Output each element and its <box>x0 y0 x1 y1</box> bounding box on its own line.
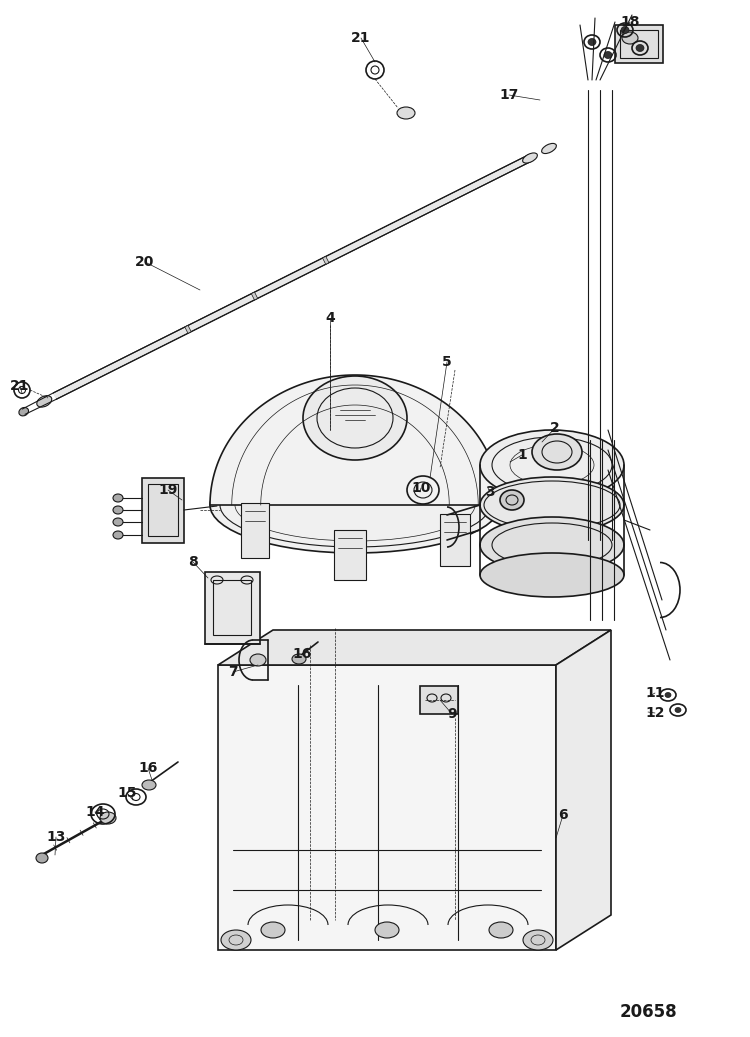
Text: 12: 12 <box>645 706 664 720</box>
Polygon shape <box>184 326 191 333</box>
Polygon shape <box>322 256 329 264</box>
Bar <box>213 580 251 635</box>
Text: 10: 10 <box>411 481 430 495</box>
Ellipse shape <box>622 32 638 44</box>
Ellipse shape <box>36 853 48 863</box>
Bar <box>615 25 663 63</box>
Text: 17: 17 <box>500 88 519 102</box>
Text: 14: 14 <box>86 805 105 819</box>
Text: 19: 19 <box>158 483 178 497</box>
Ellipse shape <box>261 922 285 938</box>
Ellipse shape <box>500 491 524 510</box>
Ellipse shape <box>375 922 399 938</box>
Text: 5: 5 <box>442 355 452 369</box>
Ellipse shape <box>480 430 624 500</box>
Text: 21: 21 <box>10 379 30 393</box>
Ellipse shape <box>19 408 28 416</box>
Ellipse shape <box>675 707 681 712</box>
Polygon shape <box>218 665 556 950</box>
Polygon shape <box>251 292 258 300</box>
Text: 2: 2 <box>550 421 560 435</box>
Ellipse shape <box>221 930 251 950</box>
Ellipse shape <box>113 506 123 514</box>
Polygon shape <box>218 630 611 665</box>
Text: 9: 9 <box>447 707 457 721</box>
Text: 20658: 20658 <box>620 1003 678 1021</box>
Ellipse shape <box>588 38 596 46</box>
Ellipse shape <box>665 693 671 698</box>
Ellipse shape <box>303 376 407 460</box>
Bar <box>620 30 658 58</box>
Ellipse shape <box>523 152 537 163</box>
Ellipse shape <box>397 107 415 119</box>
Bar <box>420 686 458 714</box>
Ellipse shape <box>113 518 123 526</box>
Text: 7: 7 <box>228 665 238 679</box>
Text: 16: 16 <box>138 761 158 775</box>
Ellipse shape <box>292 654 306 664</box>
Text: 11: 11 <box>645 686 664 700</box>
Bar <box>205 572 260 644</box>
Text: 3: 3 <box>485 485 495 499</box>
Bar <box>440 514 470 566</box>
Ellipse shape <box>113 531 123 539</box>
Text: 13: 13 <box>46 830 66 844</box>
Text: 15: 15 <box>117 786 136 800</box>
Text: 4: 4 <box>326 311 334 325</box>
Ellipse shape <box>523 930 553 950</box>
Text: 1: 1 <box>518 448 526 463</box>
Text: 6: 6 <box>558 808 568 822</box>
Ellipse shape <box>621 27 629 33</box>
Ellipse shape <box>113 494 123 502</box>
Polygon shape <box>53 155 532 399</box>
Ellipse shape <box>532 435 582 470</box>
Text: 21: 21 <box>351 31 370 45</box>
Ellipse shape <box>542 143 556 153</box>
Ellipse shape <box>480 477 624 533</box>
Ellipse shape <box>489 922 513 938</box>
Text: 18: 18 <box>620 15 640 29</box>
Ellipse shape <box>142 780 156 790</box>
Ellipse shape <box>100 812 116 824</box>
Text: 8: 8 <box>188 555 198 569</box>
Ellipse shape <box>480 553 624 597</box>
Polygon shape <box>556 630 611 950</box>
Ellipse shape <box>480 517 624 573</box>
Bar <box>334 530 366 580</box>
Ellipse shape <box>250 654 266 666</box>
Bar <box>148 484 178 536</box>
Polygon shape <box>210 375 500 505</box>
Ellipse shape <box>37 396 52 408</box>
Ellipse shape <box>636 45 644 52</box>
Text: 20: 20 <box>135 255 154 269</box>
Ellipse shape <box>604 52 612 58</box>
Bar <box>142 478 184 543</box>
Bar <box>241 503 269 558</box>
Text: 16: 16 <box>292 647 312 661</box>
Ellipse shape <box>210 457 500 553</box>
